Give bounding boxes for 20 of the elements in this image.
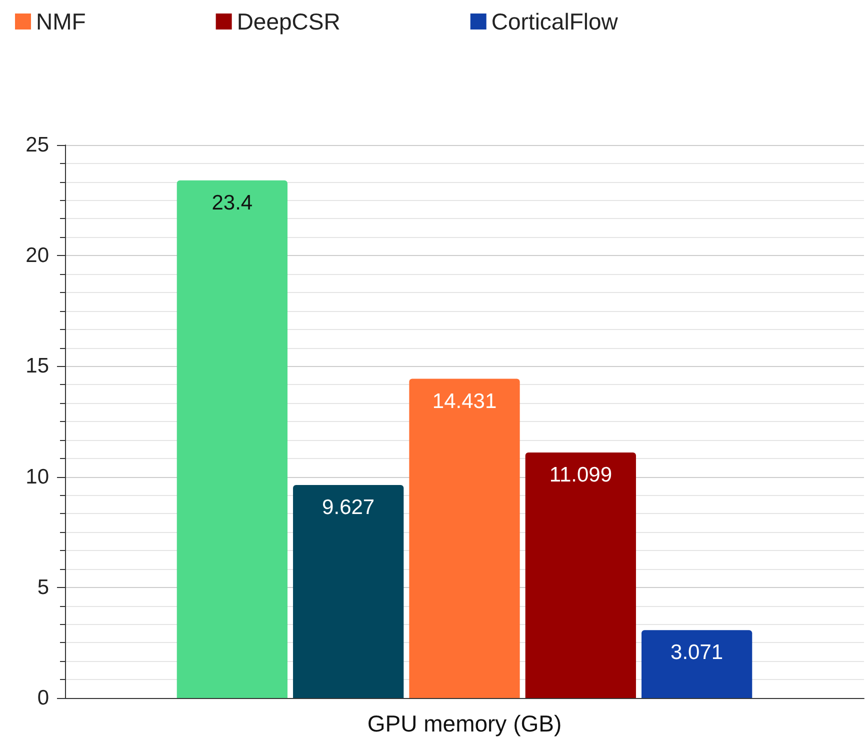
data-label: 3.071 — [670, 641, 724, 664]
legend-label: DeepCSR — [236, 8, 340, 34]
y-tick-label: 10 — [26, 465, 49, 488]
legend-label: CorticalFlow — [491, 8, 618, 34]
bar — [525, 452, 636, 698]
y-tick-label: 15 — [26, 354, 49, 378]
data-label: 14.431 — [432, 390, 497, 413]
data-label: 11.099 — [549, 463, 612, 486]
data-label: 9.627 — [322, 496, 375, 520]
data-label: 23.4 — [212, 191, 253, 214]
legend-label: NMF — [36, 8, 86, 34]
bar — [642, 630, 752, 698]
y-tick-label: 20 — [26, 244, 49, 268]
y-tick-label: 25 — [26, 134, 49, 156]
y-tick-label: 0 — [37, 686, 49, 710]
bar — [409, 378, 520, 698]
x-tick-label: GPU memory (GB) — [367, 710, 562, 736]
bar — [176, 180, 288, 698]
bar — [293, 485, 404, 698]
y-tick-label: 5 — [37, 576, 49, 599]
